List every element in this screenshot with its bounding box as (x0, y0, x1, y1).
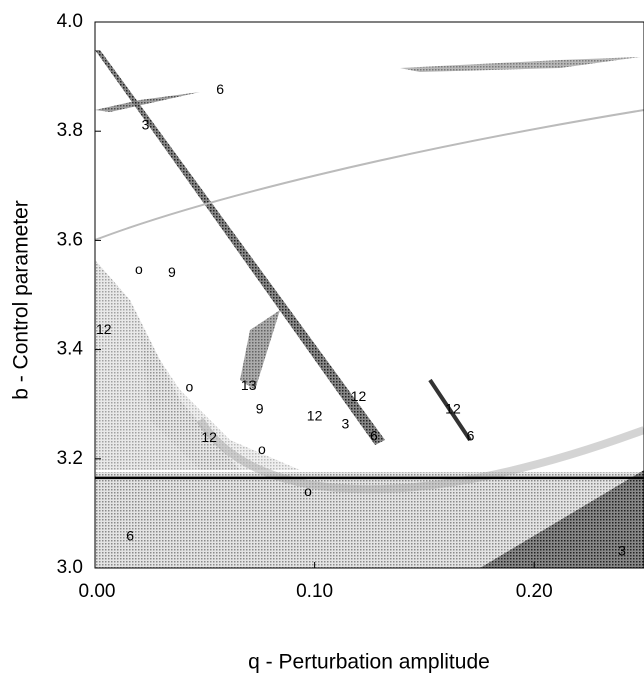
annotation: 12 (201, 429, 217, 445)
texture (95, 50, 644, 568)
annotation: 6 (216, 81, 224, 97)
annotation: 9 (256, 400, 264, 416)
annotation: o (258, 441, 266, 457)
annotation: 12 (96, 321, 112, 337)
annotation: 6 (467, 428, 475, 444)
annotation: 3 (618, 542, 626, 558)
x-tick-label: 0.20 (516, 581, 553, 602)
y-tick-label: 3.0 (57, 557, 83, 578)
x-tick-label: 0.10 (296, 581, 333, 602)
annotation: 3 (142, 116, 150, 132)
annotation: 6 (126, 528, 134, 544)
y-axis-title: b - Control parameter (10, 200, 33, 400)
y-tick-label: 4.0 (57, 11, 83, 32)
annotation: o (186, 379, 194, 395)
annotation: o (135, 261, 143, 277)
annotation: 13 (241, 377, 257, 393)
x-axis-title: q - Perturbation amplitude (248, 651, 490, 674)
annotation: 3 (341, 416, 349, 432)
y-tick-label: 3.8 (57, 120, 83, 141)
y-tick-label: 3.6 (57, 229, 83, 250)
annotation: o (304, 483, 312, 499)
x-tick-label: 0.00 (79, 581, 116, 602)
annotation: 12 (351, 388, 367, 404)
annotation: 9 (168, 264, 176, 280)
annotation: 6 (370, 428, 378, 444)
annotation: 12 (307, 407, 323, 423)
y-tick-label: 3.2 (57, 448, 83, 469)
y-tick-label: 3.4 (57, 339, 84, 360)
annotation: 12 (445, 400, 461, 416)
plot-frame (94, 21, 644, 569)
